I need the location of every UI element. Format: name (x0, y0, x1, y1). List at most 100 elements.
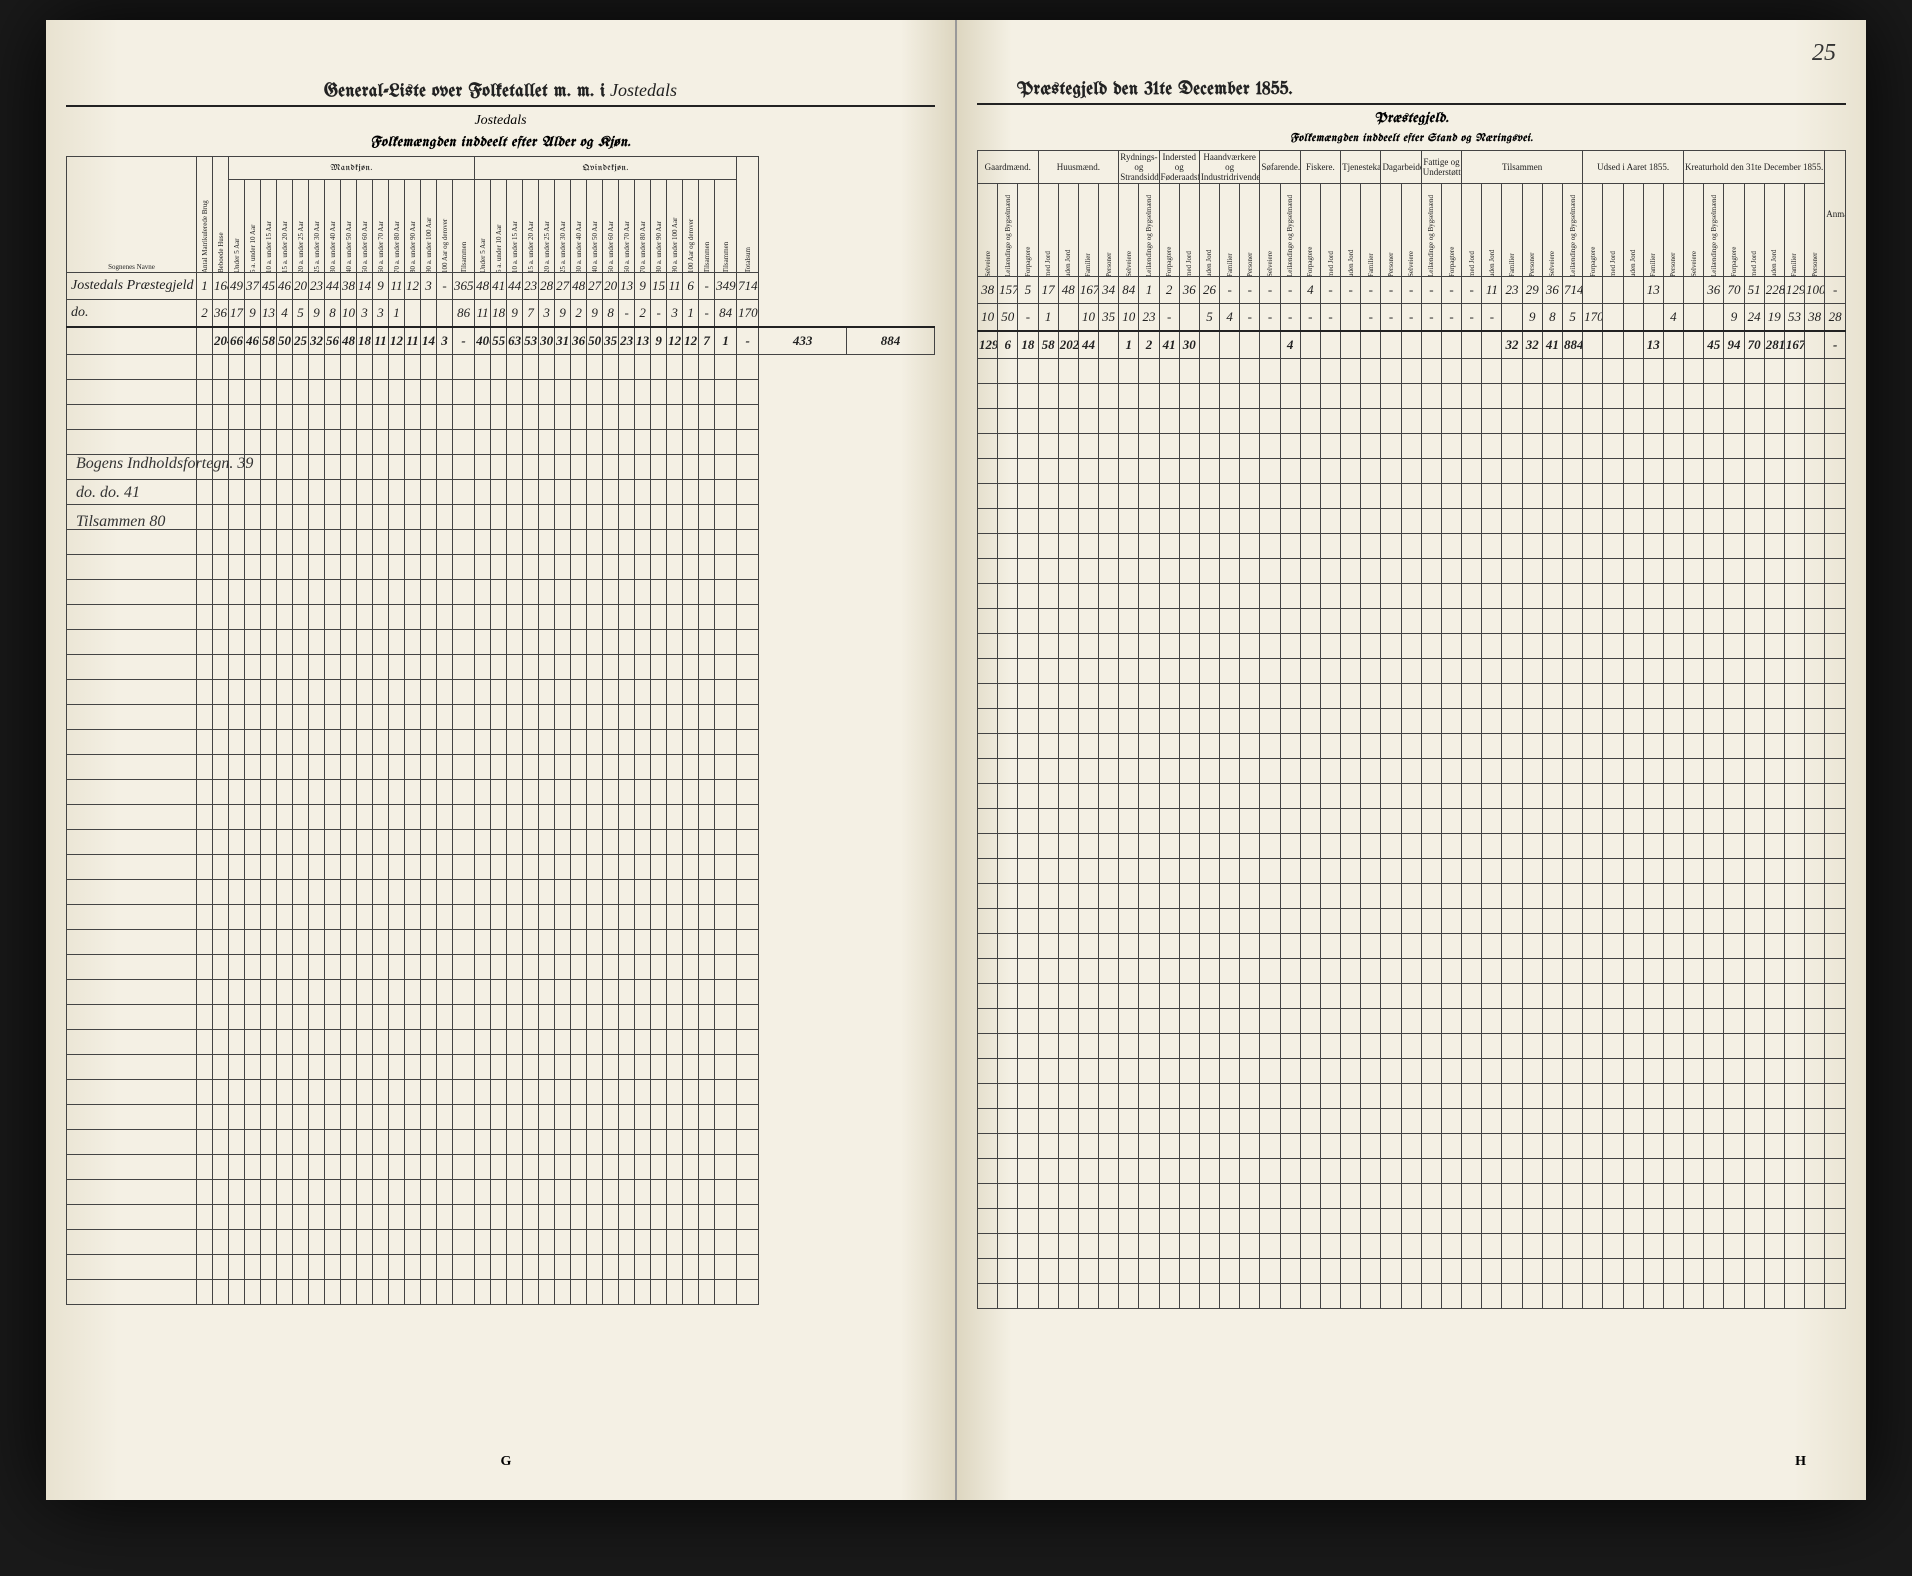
cell: - (1300, 304, 1320, 332)
cell: - (1441, 277, 1461, 304)
empty-row (978, 609, 1846, 634)
cell: - (1381, 304, 1401, 332)
empty-row (978, 459, 1846, 484)
class-col: Familier (1078, 184, 1098, 277)
cell (1704, 304, 1724, 332)
cell: 51 (1744, 277, 1764, 304)
cell: 4 (1280, 331, 1300, 359)
cell: 12 (405, 273, 421, 300)
cell: 38 (1805, 304, 1825, 332)
empty-row (67, 1180, 935, 1205)
cell: - (1280, 304, 1300, 332)
class-col: Forpagtere (1018, 184, 1038, 277)
class-col: uden Jord (1482, 184, 1502, 277)
cell: 10 (1119, 304, 1139, 332)
cell: - (1280, 277, 1300, 304)
cell (1099, 331, 1119, 359)
title-right: Præstegjeld den 31te December 1855. (977, 80, 1846, 105)
empty-row (978, 384, 1846, 409)
note-line: do. do. 41 (76, 479, 253, 508)
group-male: Mandkjøn. (229, 157, 475, 180)
table-row: 204664658502532564818111211143-400556353… (67, 327, 935, 355)
grp-dagarbeid: Dagarbeidere. (1381, 151, 1421, 184)
class-col: Leilændinge og Bygselmænd (998, 184, 1018, 277)
cell: - (1018, 304, 1038, 332)
cell: 4 (1220, 304, 1240, 332)
cell: 281 (1764, 331, 1784, 359)
age-col: 5 a. under 10 Aar (245, 180, 261, 273)
cell: 19 (1764, 304, 1784, 332)
class-col: Forpagtere (1441, 184, 1461, 277)
cell: - (1220, 277, 1240, 304)
class-col: Personer (1381, 184, 1401, 277)
class-col: Selveiere (1684, 184, 1704, 277)
cell: 9 (555, 300, 571, 328)
empty-row (67, 730, 935, 755)
empty-row (978, 734, 1846, 759)
age-col: Tilsammen (453, 180, 475, 273)
class-col: uden Jord (1199, 184, 1219, 277)
empty-row (978, 984, 1846, 1009)
empty-row (978, 509, 1846, 534)
grp-udsed: Udsed i Aaret 1855. (1583, 151, 1684, 184)
cell: 49 (229, 273, 245, 300)
class-col: Personer (1522, 184, 1542, 277)
cell: 129 (1784, 277, 1804, 304)
col-antal: Antal Matrikulerede Brug (197, 157, 213, 273)
age-col: 40 a. under 50 Aar (341, 180, 357, 273)
age-col: 80 a. under 90 Aar (651, 180, 667, 273)
cell: - (1462, 277, 1482, 304)
empty-row (67, 355, 935, 380)
title-text: General-Liste over Folketallet m. m. i (324, 82, 606, 101)
cell: 3 (421, 273, 437, 300)
empty-row (67, 380, 935, 405)
cell: 11 (1482, 277, 1502, 304)
empty-row (67, 955, 935, 980)
class-col: med Jord (1462, 184, 1482, 277)
cell: - (1260, 277, 1280, 304)
empty-row (978, 1109, 1846, 1134)
class-col: Selveiere (978, 184, 998, 277)
empty-row (67, 1080, 935, 1105)
cell (1805, 331, 1825, 359)
cell: 55 (491, 327, 507, 355)
cell: 84 (715, 300, 737, 328)
cell: 11 (667, 273, 683, 300)
cell: - (1320, 277, 1340, 304)
age-col: 70 a. under 80 Aar (389, 180, 405, 273)
cell: 157 (998, 277, 1018, 304)
cell: - (1825, 331, 1846, 359)
empty-row (978, 1084, 1846, 1109)
cell: 9 (651, 327, 667, 355)
cell: 9 (1522, 304, 1542, 332)
cell (1361, 331, 1381, 359)
grp-kreatur: Kreaturhold den 31te December 1855. (1684, 151, 1825, 184)
cell (1603, 277, 1623, 304)
age-col: Tilsammen (699, 180, 715, 273)
cell: 46 (277, 273, 293, 300)
cell: 4 (1663, 304, 1683, 332)
group-female: Qvindekjøn. (475, 157, 737, 180)
cell (197, 327, 213, 355)
empty-row (67, 855, 935, 880)
class-col: Forpagtere (1724, 184, 1744, 277)
parish-repeat: Jostedals (66, 113, 935, 129)
cell (405, 300, 421, 328)
population-by-class-table: Gaardmænd. Huusmænd. Rydnings- og Strand… (977, 150, 1846, 1309)
cell (1199, 331, 1219, 359)
empty-row (67, 1155, 935, 1180)
empty-row (978, 684, 1846, 709)
cell: 12 (683, 327, 699, 355)
age-col: Tilsammen (715, 180, 737, 273)
cell: 13 (1643, 277, 1663, 304)
cell: 884 (1562, 331, 1582, 359)
cell: - (1381, 277, 1401, 304)
cell: 45 (261, 273, 277, 300)
class-col: Personer (1663, 184, 1683, 277)
class-col: uden Jord (1623, 184, 1643, 277)
subtitle-praestegjeld: Præstegjeld. (977, 111, 1846, 126)
cell: 9 (309, 300, 325, 328)
cell: 400 (475, 327, 491, 355)
cell: - (453, 327, 475, 355)
note-line: Tilsammen 80 (76, 508, 253, 537)
